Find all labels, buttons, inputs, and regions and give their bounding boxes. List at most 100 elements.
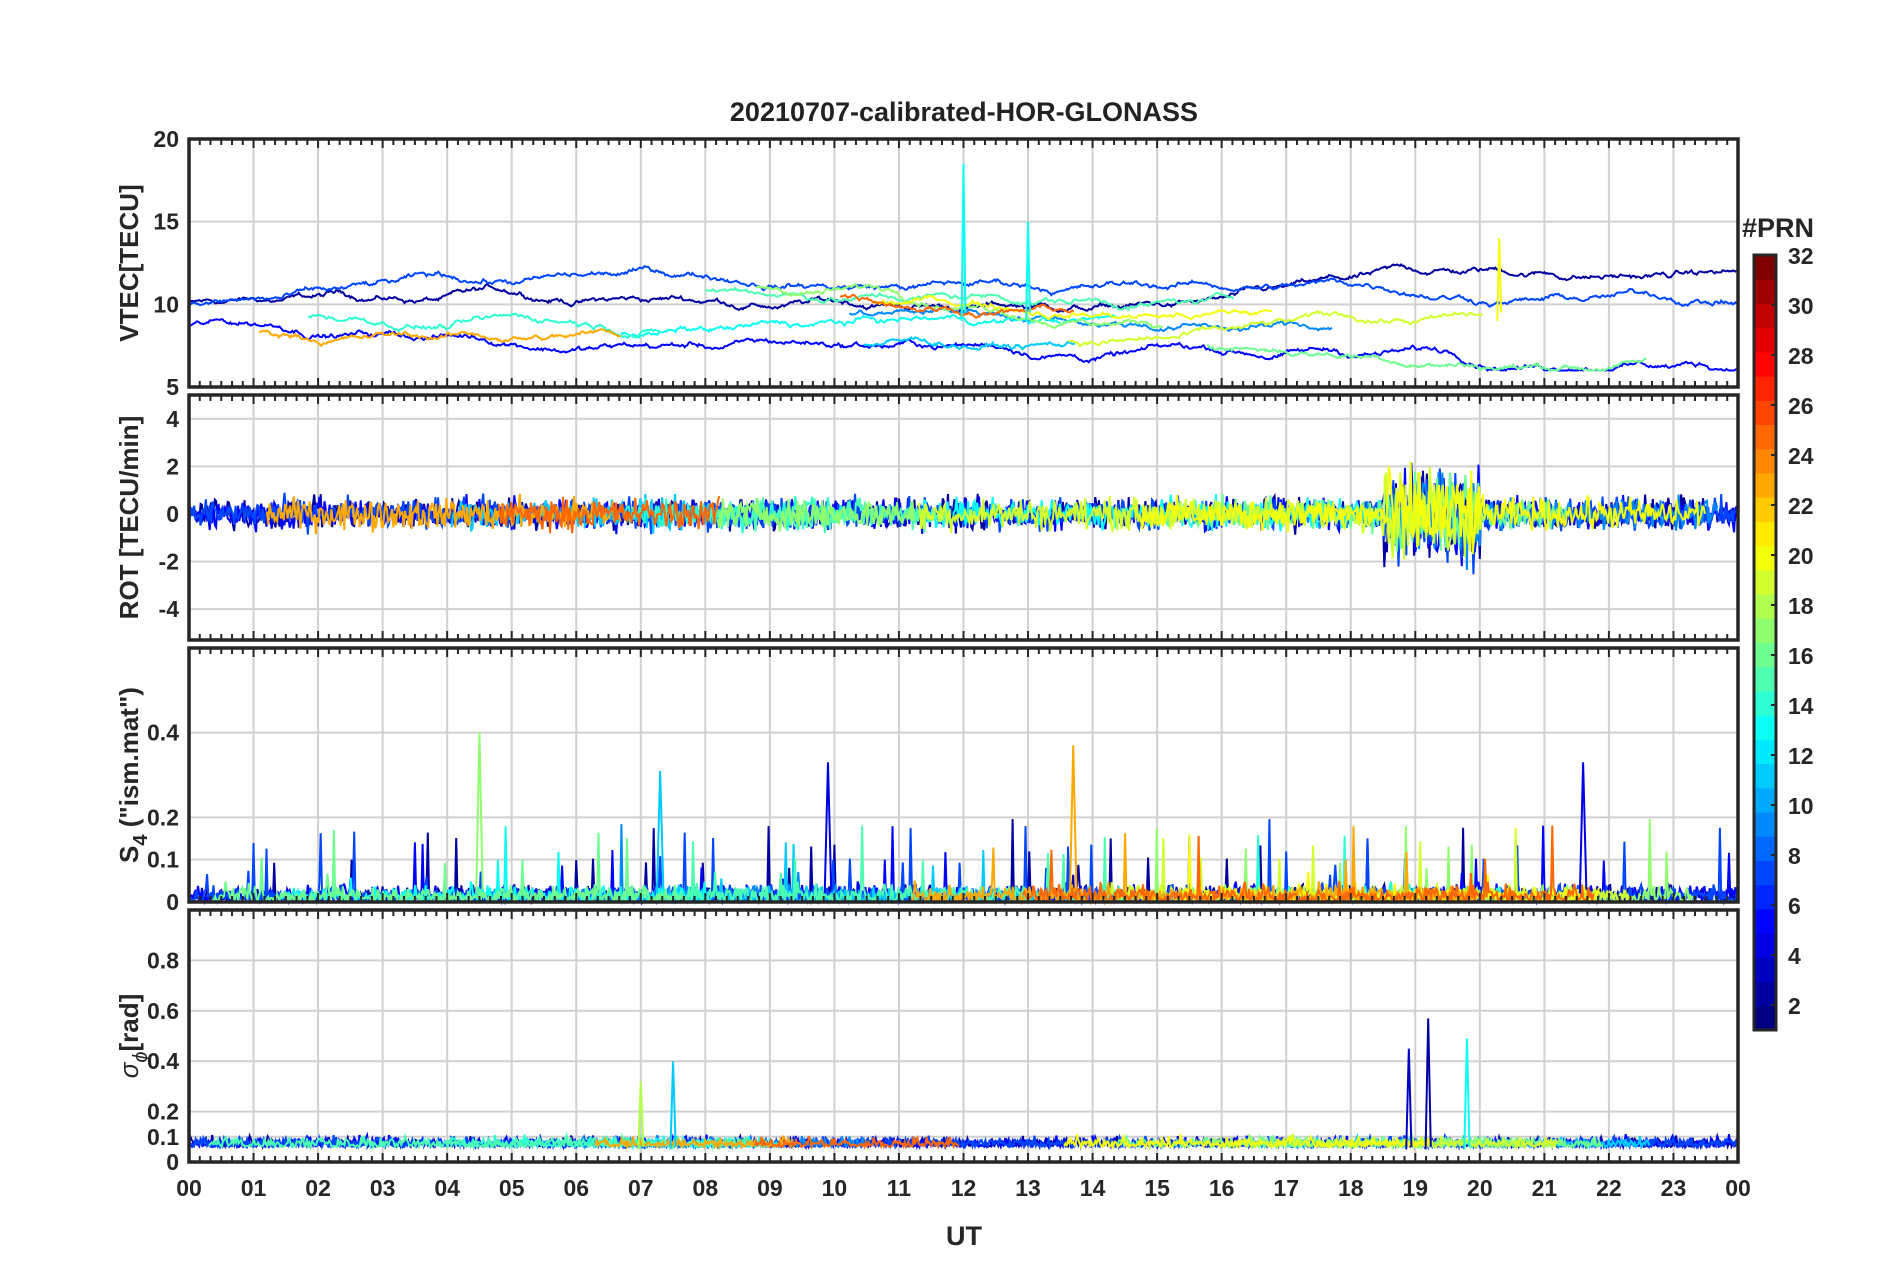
- y-tick-label: 4: [166, 406, 179, 432]
- series-spike: [1424, 1018, 1432, 1150]
- panel-vtec: 5 10 15 20 VTEC[TECU]: [114, 126, 1740, 400]
- colorbar-segment: [1754, 860, 1776, 886]
- x-tick-label: 00: [176, 1175, 202, 1201]
- panel-rot: 4 2 0 -2 -4 ROT [TECU/min]: [114, 393, 1740, 642]
- colorbar-segment: [1754, 569, 1776, 595]
- series-prn-line: [716, 497, 916, 532]
- x-tick-label: 12: [951, 1175, 977, 1201]
- x-tick-label: 05: [499, 1175, 525, 1201]
- y-axis-label-rest: ("ism.mat"): [114, 687, 144, 834]
- y-axis-label-subscript: ϕ: [130, 1051, 152, 1062]
- series-prn-line: [258, 327, 621, 348]
- panel-frame: [187, 393, 1740, 642]
- series-prn-line: [911, 826, 1474, 906]
- series-prn-line: [1139, 461, 1706, 555]
- y-tick-label: 0: [166, 501, 179, 527]
- y-axis-label-rest: [rad]: [114, 994, 144, 1052]
- x-axis: 00 01 02 03 04 05 06 07 08 09 10 11 12 13 14 15 16 17 18 19…: [176, 1175, 1751, 1201]
- x-tick-label: 15: [1144, 1175, 1170, 1201]
- colorbar-segment: [1754, 351, 1776, 377]
- y-axis-label: ROT [TECU/min]: [114, 416, 144, 620]
- series-prn-line: [188, 265, 1739, 308]
- series-spike: [1463, 1038, 1471, 1150]
- colorbar-tick-label: 8: [1788, 843, 1801, 869]
- y-tick-label: 0.2: [147, 1099, 179, 1125]
- x-tick-label: 11: [887, 1175, 912, 1201]
- colorbar-segment: [1754, 933, 1776, 958]
- series-spike: [1578, 762, 1588, 894]
- x-tick-label: 00: [1725, 1175, 1751, 1201]
- y-tick-label: -2: [159, 549, 179, 575]
- colorbar-segment: [1754, 303, 1776, 329]
- y-axis-label-main: σ: [114, 1061, 144, 1078]
- colorbar-tick-label: 32: [1788, 243, 1814, 269]
- colorbar-segment: [1754, 472, 1776, 498]
- y-tick-label: 15: [153, 209, 179, 235]
- panel-frame: [187, 646, 1740, 904]
- series-prn-line: [753, 1134, 960, 1151]
- panel-s4: 00.10.20.4S4 ("ism.mat"): [114, 646, 1740, 915]
- series-prn-line: [848, 307, 1333, 333]
- colorbar-segment: [1754, 545, 1776, 571]
- x-tick-label: 13: [1015, 1175, 1041, 1201]
- series-prn-line: [307, 312, 662, 340]
- x-tick-label: 08: [693, 1175, 719, 1201]
- panel-sigma: 00.10.2 0.4 0.6 0.8 σϕ[rad]: [114, 908, 1740, 1175]
- series-group: [188, 1018, 1739, 1151]
- y-tick-label: 0.4: [147, 720, 179, 746]
- x-tick-label: 04: [434, 1175, 460, 1201]
- colorbar-segment: [1754, 981, 1776, 1007]
- colorbar-segment: [1754, 327, 1776, 353]
- colorbar-segment: [1754, 715, 1776, 740]
- x-tick-label: 16: [1209, 1175, 1235, 1201]
- y-tick-label: 20: [153, 126, 179, 152]
- colorbar-segment: [1754, 1005, 1776, 1031]
- series-spike: [960, 163, 967, 321]
- colorbar-tick-label: 20: [1788, 543, 1814, 569]
- series-prn-line: [1068, 310, 1484, 349]
- series-spike: [669, 1061, 677, 1150]
- y-tick-label: -4: [159, 596, 180, 622]
- colorbar-tick-label: 28: [1788, 343, 1814, 369]
- series-spike: [1496, 238, 1503, 321]
- colorbar-segment: [1754, 957, 1776, 983]
- colorbar-tick-label: 10: [1788, 793, 1814, 819]
- colorbar-tick-label: 2: [1788, 993, 1801, 1019]
- series-prn-line: [188, 318, 1739, 372]
- colorbar-segment: [1754, 812, 1776, 837]
- colorbar-tick-label: 18: [1788, 593, 1814, 619]
- colorbar-segment: [1754, 787, 1776, 813]
- y-tick-label: 0: [166, 1149, 179, 1175]
- colorbar-tick-label: 6: [1788, 893, 1801, 919]
- colorbar-segment: [1754, 424, 1776, 450]
- colorbar-segment: [1754, 642, 1776, 668]
- colorbar-segment: [1754, 739, 1776, 765]
- x-tick-label: 22: [1596, 1175, 1622, 1201]
- x-tick-label: 21: [1532, 1175, 1558, 1201]
- x-tick-label: 14: [1080, 1175, 1106, 1201]
- series-prn-line: [620, 313, 1118, 339]
- y-axis-label: S4 ("ism.mat"): [114, 687, 152, 863]
- y-axis-label: σϕ[rad]: [114, 994, 152, 1079]
- x-tick-label: 20: [1467, 1175, 1493, 1201]
- series-prn-line: [497, 495, 721, 534]
- colorbar-tick-label: 4: [1788, 943, 1801, 969]
- series-spike: [1405, 1048, 1413, 1150]
- colorbar-segment: [1754, 763, 1776, 789]
- colorbar-tick-label: 16: [1788, 643, 1814, 669]
- colorbar-tick-label: 12: [1788, 743, 1814, 769]
- colorbar-segment: [1754, 594, 1776, 619]
- colorbar-segment: [1754, 618, 1776, 643]
- series-spike: [823, 762, 833, 894]
- colorbar-tick-label: 22: [1788, 493, 1814, 519]
- x-tick-label: 01: [241, 1175, 267, 1201]
- series-group: [188, 163, 1739, 372]
- colorbar-frame: [1752, 253, 1778, 1032]
- series-prn-line: [1206, 343, 1647, 372]
- y-tick-label: 5: [166, 374, 179, 400]
- colorbar-tick-label: 14: [1788, 693, 1814, 719]
- y-tick-label: 0.6: [147, 998, 179, 1024]
- y-tick-label: 2: [166, 453, 179, 479]
